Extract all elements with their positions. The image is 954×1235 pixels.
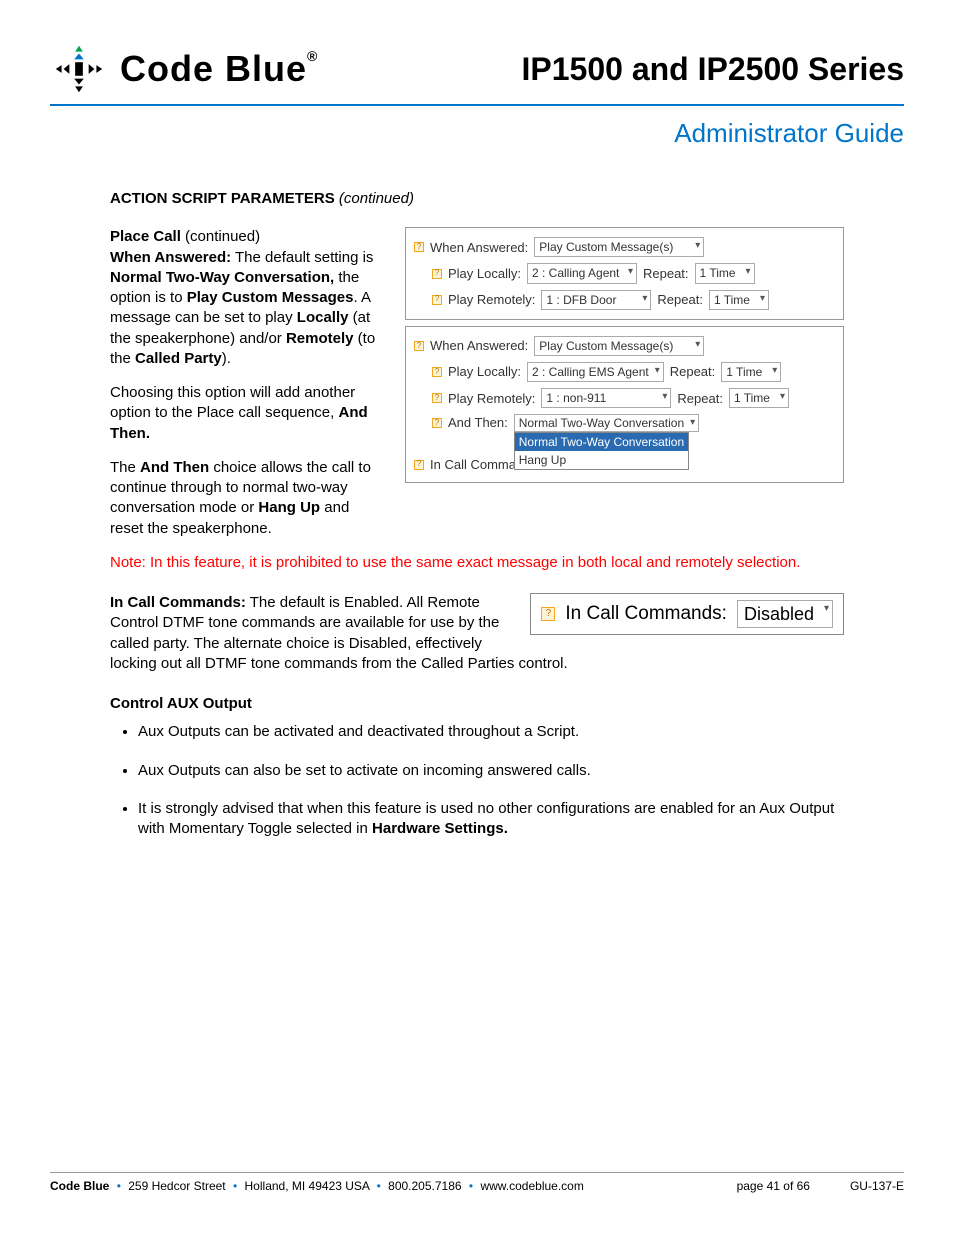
dot-icon: •	[469, 1179, 473, 1193]
t: Locally	[297, 309, 349, 326]
tip-icon: ?	[432, 269, 442, 279]
t: And Then	[140, 459, 209, 476]
wa-head: When Answered:	[110, 249, 231, 266]
footer-addr2: Holland, MI 49423 USA	[245, 1179, 370, 1193]
play-locally-label: Play Locally:	[448, 363, 521, 381]
when-answered-select[interactable]: Play Custom Message(s)	[534, 336, 704, 356]
play-locally-select[interactable]: 2 : Calling EMS Agent	[527, 362, 664, 382]
footer-brand: Code Blue	[50, 1179, 109, 1193]
content-area: ACTION SCRIPT PARAMETERS (continued) Pla…	[50, 189, 904, 839]
when-answered-label: When Answered:	[430, 239, 528, 257]
footer-phone: 800.205.7186	[388, 1179, 461, 1193]
t: Called Party	[135, 350, 222, 367]
aux-heading: Control AUX Output	[110, 694, 844, 714]
para-andthen-intro: Choosing this option will add another op…	[110, 383, 385, 444]
tip-icon: ?	[432, 418, 442, 428]
t: ).	[222, 350, 231, 367]
and-then-select-wrap: Normal Two-Way Conversation Normal Two-W…	[514, 414, 699, 432]
and-then-options: Normal Two-Way Conversation Hang Up	[514, 432, 689, 470]
para-andthen-desc: The And Then choice allows the call to c…	[110, 458, 385, 539]
tip-icon: ?	[414, 242, 424, 252]
repeat2-select[interactable]: 1 Time	[729, 388, 789, 408]
option-normal-two-way[interactable]: Normal Two-Way Conversation	[515, 433, 688, 451]
logo-wrap: Code Blue®	[50, 40, 318, 98]
dot-icon: •	[377, 1179, 381, 1193]
pc-cont: (continued)	[181, 228, 260, 245]
icc-panel-select[interactable]: Disabled	[737, 600, 833, 628]
footer-addr1: 259 Hedcor Street	[128, 1179, 225, 1193]
bullet-1: Aux Outputs can be activated and deactiv…	[138, 722, 844, 742]
and-then-select[interactable]: Normal Two-Way Conversation	[514, 414, 699, 432]
in-call-commands-panel: ? In Call Commands: Disabled	[530, 593, 844, 635]
t: Hang Up	[258, 499, 320, 516]
note-warning: Note: In this feature, it is prohibited …	[110, 553, 844, 573]
place-call-head: Place Call	[110, 228, 181, 245]
repeat-select[interactable]: 1 Time	[721, 362, 781, 382]
footer-left: Code Blue • 259 Hedcor Street • Holland,…	[50, 1179, 584, 1193]
dot-icon: •	[117, 1179, 121, 1193]
tip-icon: ?	[432, 367, 442, 377]
play-locally-select[interactable]: 2 : Calling Agent	[527, 263, 637, 283]
two-column: Place Call (continued) When Answered: Th…	[110, 227, 844, 539]
in-call-commands-trunc: In Call Comman	[430, 456, 523, 474]
repeat-label: Repeat:	[677, 390, 723, 408]
dot-icon: •	[233, 1179, 237, 1193]
section-title-cont: (continued)	[339, 190, 414, 207]
repeat-label: Repeat:	[657, 291, 703, 309]
bullet-2: Aux Outputs can also be set to activate …	[138, 761, 844, 781]
play-remotely-select[interactable]: 1 : DFB Door	[541, 290, 651, 310]
play-remotely-select[interactable]: 1 : non-911	[541, 388, 671, 408]
subtitle: Administrator Guide	[50, 118, 904, 149]
series-title: IP1500 and IP2500 Series	[522, 51, 904, 88]
play-remotely-label: Play Remotely:	[448, 390, 535, 408]
when-answered-select[interactable]: Play Custom Message(s)	[534, 237, 704, 257]
tip-icon: ?	[414, 341, 424, 351]
logo-icon	[50, 40, 108, 98]
section-title: ACTION SCRIPT PARAMETERS (continued)	[110, 189, 844, 209]
brand-text: Code Blue®	[120, 48, 318, 90]
play-remotely-label: Play Remotely:	[448, 291, 535, 309]
icc-panel-label: In Call Commands:	[565, 601, 727, 627]
footer-page: page 41 of 66	[737, 1179, 810, 1193]
t: Choosing this option will add another op…	[110, 384, 355, 421]
tip-icon: ?	[541, 607, 555, 621]
left-text-column: Place Call (continued) When Answered: Th…	[110, 227, 385, 539]
t: Normal Two-Way Conversation,	[110, 269, 334, 286]
bullet-3: It is strongly advised that when this fe…	[138, 799, 844, 840]
t: Hardware Settings.	[372, 820, 508, 837]
repeat2-select[interactable]: 1 Time	[709, 290, 769, 310]
screenshot-panel-1: ? When Answered: Play Custom Message(s) …	[405, 227, 844, 320]
section-title-text: ACTION SCRIPT PARAMETERS	[110, 190, 335, 207]
t: Play Custom Messages	[187, 289, 354, 306]
t: The default setting is	[231, 249, 373, 266]
play-locally-label: Play Locally:	[448, 265, 521, 283]
page-footer: Code Blue • 259 Hedcor Street • Holland,…	[50, 1172, 904, 1193]
icc-head: In Call Commands:	[110, 594, 246, 611]
footer-site: www.codeblue.com	[480, 1179, 583, 1193]
repeat-label: Repeat:	[670, 363, 716, 381]
page-header: Code Blue® IP1500 and IP2500 Series	[50, 40, 904, 106]
t: Remotely	[286, 330, 354, 347]
tip-icon: ?	[432, 295, 442, 305]
when-answered-label: When Answered:	[430, 337, 528, 355]
tip-icon: ?	[432, 393, 442, 403]
screenshot-panel-2: ? When Answered: Play Custom Message(s) …	[405, 326, 844, 484]
repeat-select[interactable]: 1 Time	[695, 263, 755, 283]
and-then-label: And Then:	[448, 414, 508, 432]
aux-bullets: Aux Outputs can be activated and deactiv…	[110, 722, 844, 839]
repeat-label: Repeat:	[643, 265, 689, 283]
footer-doc: GU-137-E	[850, 1179, 904, 1193]
tip-icon: ?	[414, 460, 424, 470]
option-hang-up[interactable]: Hang Up	[515, 451, 688, 469]
right-panels-column: ? When Answered: Play Custom Message(s) …	[405, 227, 844, 539]
footer-right: page 41 of 66 GU-137-E	[737, 1179, 904, 1193]
t: The	[110, 459, 140, 476]
place-call-para: Place Call (continued) When Answered: Th…	[110, 227, 385, 369]
in-call-commands-block: ? In Call Commands: Disabled In Call Com…	[110, 593, 844, 674]
